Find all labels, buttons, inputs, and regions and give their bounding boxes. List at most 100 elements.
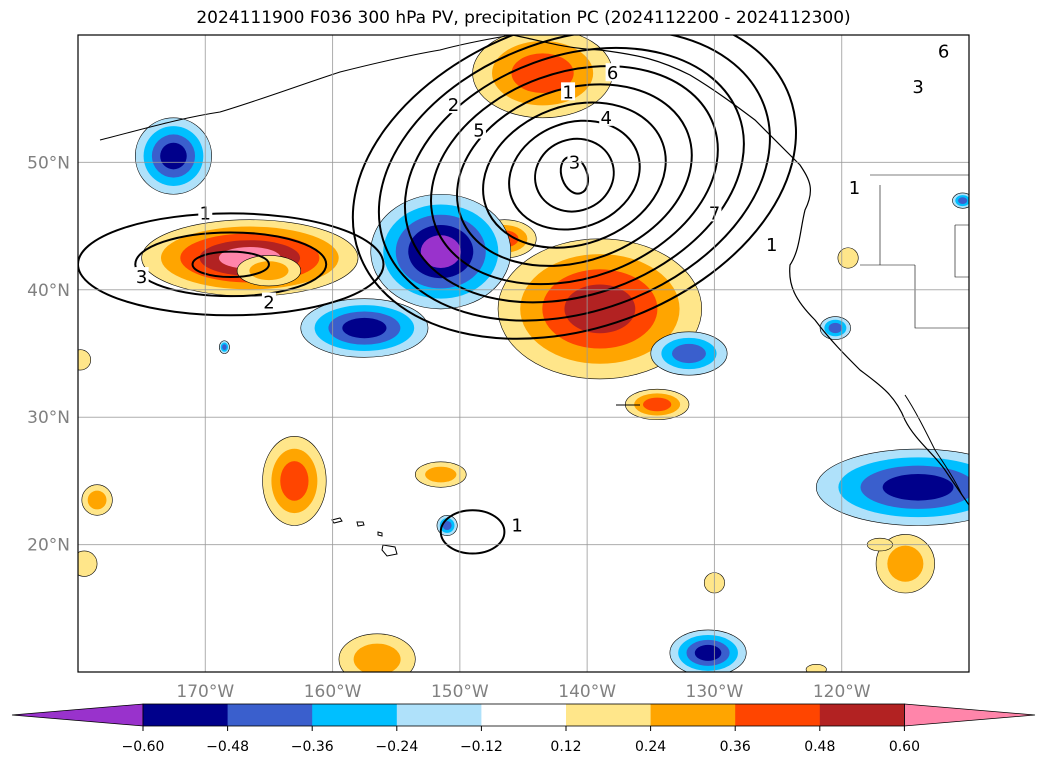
gridlines	[78, 35, 969, 672]
state-borders	[860, 174, 969, 329]
pv-label-mask	[847, 177, 862, 196]
precip-contour-fill	[78, 349, 92, 371]
precip-contour-fill	[420, 235, 461, 268]
pv-label-mask	[911, 77, 926, 96]
pv-contour-label: 1	[562, 82, 573, 103]
pv-label-mask	[599, 107, 614, 126]
precip-contour-fill	[425, 466, 457, 483]
precip-contour-fill	[249, 261, 289, 281]
pv-contour-line	[134, 231, 328, 298]
colorbar-tick-label: −0.24	[375, 739, 418, 755]
lat-tick-label: 40°N	[27, 281, 70, 301]
pv-contour-line	[351, 35, 797, 340]
precip-contour-fill	[442, 520, 452, 531]
colorbar-extend-high	[904, 703, 1036, 727]
pv-contour-line	[429, 65, 719, 286]
colorbar-segment	[566, 704, 652, 726]
pv-contour-label: 1	[766, 235, 777, 256]
lon-tick-label: 120°W	[813, 682, 871, 702]
pv-contour-line	[78, 212, 385, 317]
colorbar-tick-label: −0.36	[291, 739, 334, 755]
colorbar-tick-label: 0.48	[804, 739, 835, 755]
aleutian-islands-arc	[99, 35, 513, 141]
lat-tick-label: 50°N	[27, 153, 70, 173]
map-frame	[77, 34, 970, 673]
colorbar-segment	[735, 704, 821, 726]
pv-contour-label: 4	[601, 108, 612, 129]
precip-contour-fill	[837, 247, 859, 269]
precip-contour-fill	[222, 344, 227, 350]
pv-contour-line	[191, 250, 270, 279]
pv-contour-label: 6	[607, 63, 618, 84]
precip-contour-fill	[87, 490, 107, 510]
pv-label-mask	[567, 152, 582, 171]
precip-contour-fill	[672, 343, 706, 364]
pv-label-mask	[605, 63, 620, 82]
precip-contour-fill	[160, 142, 187, 170]
lon-tick-label: 150°W	[431, 682, 489, 702]
precip-contour-fill	[882, 473, 954, 501]
colorbar-extend-low	[11, 703, 144, 727]
lat-tick-label: 30°N	[27, 408, 70, 428]
pv-label-mask	[510, 515, 525, 534]
colorbar-tick-label: 0.60	[889, 739, 920, 755]
pv-label-mask	[134, 267, 149, 286]
colorbar-tick-label: −0.60	[122, 739, 165, 755]
pv-contour-line	[439, 509, 506, 555]
pv-label-mask	[446, 95, 461, 114]
lon-tick-label: 130°W	[686, 682, 744, 702]
precip-contour-fill	[353, 643, 401, 672]
pv-contour-line	[456, 83, 693, 267]
lon-tick-label: 160°W	[304, 682, 362, 702]
colorbar-segment	[312, 704, 398, 726]
pv-contour-line	[403, 46, 745, 304]
precip-contour-fill	[887, 545, 924, 582]
axis-tick-labels: 170°W 160°W 150°W 140°W 130°W 120°W 20°N 30°N 40…	[27, 153, 871, 702]
pv-contour-line	[508, 119, 641, 231]
pv-contour-line	[482, 101, 667, 249]
precip-contour-fill	[78, 550, 98, 577]
colorbar-frame	[142, 703, 905, 727]
precip-contour-fill	[342, 317, 387, 339]
pv-contour-label: 5	[473, 121, 484, 142]
pv-label-mask	[936, 41, 951, 60]
colorbar-tick-label: −0.48	[206, 739, 249, 755]
colorbar-tick-label: 0.24	[635, 739, 666, 755]
precip-contour-fill	[828, 322, 843, 334]
pv-label-mask	[764, 235, 779, 254]
colorbar-tick-label: −0.12	[460, 739, 503, 755]
hawaiian-islands	[331, 517, 398, 557]
pv-contour-label: 3	[136, 267, 147, 288]
colorbar-tick-label: 0.36	[720, 739, 751, 755]
pv-contour-label: 1	[849, 178, 860, 199]
baja-california-coastline	[904, 394, 963, 496]
lat-tick-label: 20°N	[27, 536, 70, 556]
lon-tick-label: 170°W	[176, 682, 234, 702]
pv-contour-label: 3	[912, 77, 923, 98]
precip-contour-fill	[694, 644, 722, 661]
pv-contour-label: 6	[938, 42, 949, 63]
precip-contour-fill	[280, 461, 309, 501]
lon-tick-label: 140°W	[558, 682, 616, 702]
colorbar-segment	[650, 704, 736, 726]
coastline-layer	[99, 35, 969, 557]
precip-contour-fill	[805, 664, 827, 672]
precip-contour-fill	[643, 397, 672, 412]
colorbar-segment	[227, 704, 313, 726]
pv-contour-line	[377, 35, 771, 322]
pv-contour-label: 2	[263, 293, 274, 314]
north-america-coastline	[511, 35, 969, 506]
pv-label-mask	[471, 120, 486, 139]
colorbar-tick-label: 0.12	[550, 739, 581, 755]
precip-contour-fill	[958, 197, 968, 205]
pv-label-mask	[261, 292, 276, 311]
colorbar-segment	[143, 704, 229, 726]
pv-contour-label: 2	[448, 95, 459, 116]
colorbar: −0.60 −0.48 −0.36 −0.24 −0.12 0.12 0.24 0.36 0.4…	[11, 703, 1036, 755]
pv-contour-label: 1	[511, 515, 522, 536]
colorbar-segment	[396, 704, 482, 726]
figure-title: 2024111900 F036 300 hPa PV, precipitatio…	[196, 8, 851, 28]
pv-label-mask	[561, 82, 576, 101]
